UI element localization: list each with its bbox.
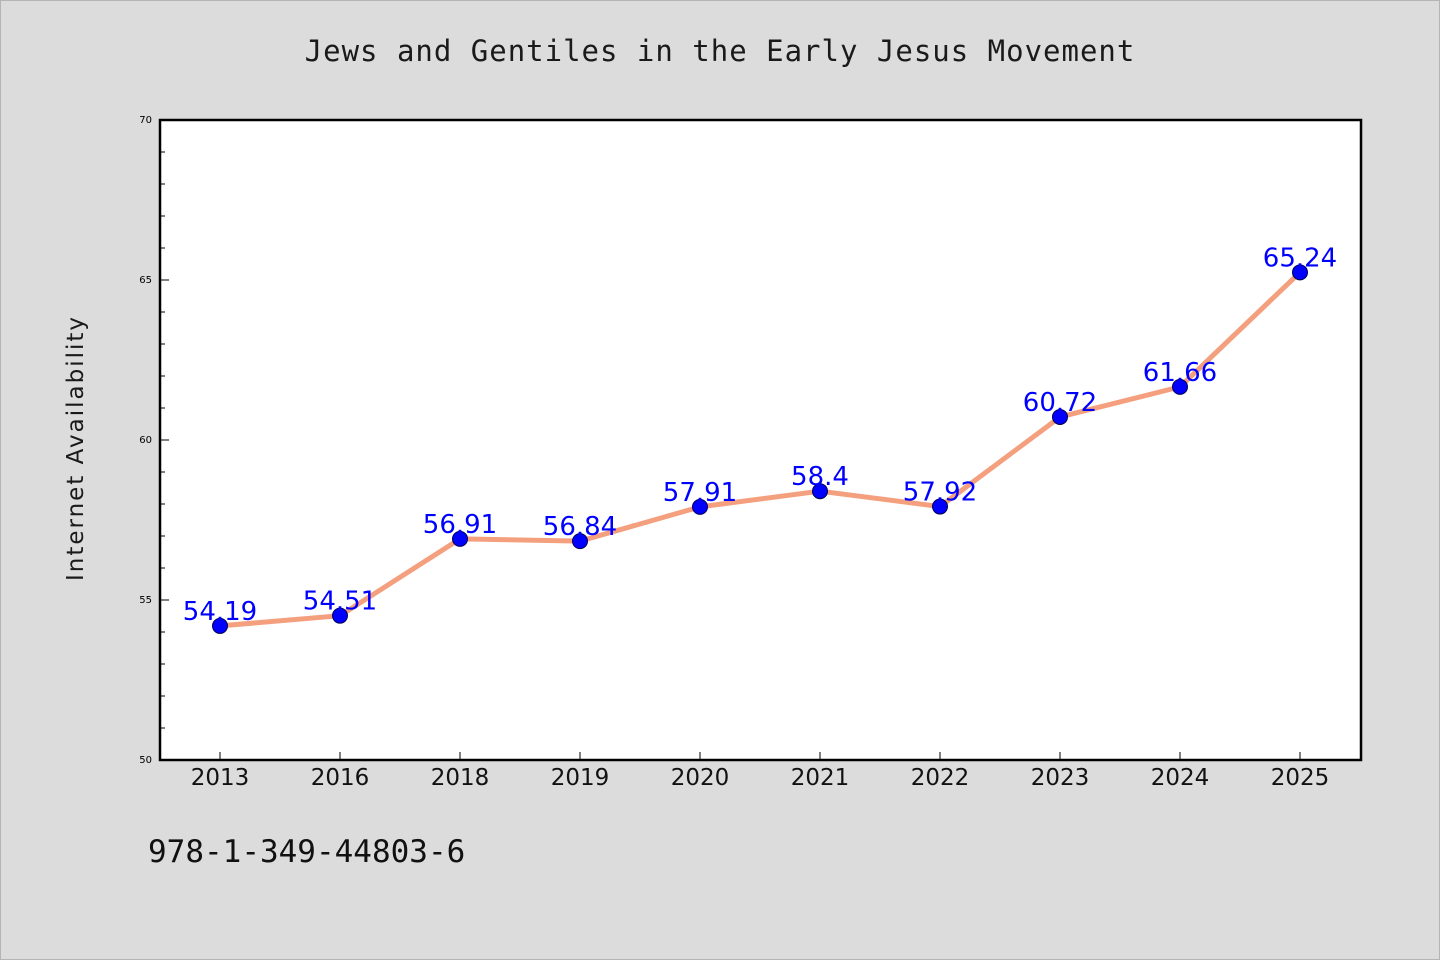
y-tick-label: 55 xyxy=(139,595,152,606)
x-tick-label: 2018 xyxy=(431,765,490,791)
data-label: 61.66 xyxy=(1143,358,1217,388)
data-label: 57.92 xyxy=(903,478,977,508)
plot-area xyxy=(158,118,1363,762)
x-tick-label: 2025 xyxy=(1271,765,1330,791)
data-point xyxy=(572,533,588,550)
chart-title: Jews and Gentiles in the Early Jesus Mov… xyxy=(304,34,1136,68)
data-label: 54.19 xyxy=(183,597,257,627)
data-label: 56.84 xyxy=(543,512,617,542)
data-point xyxy=(1292,264,1308,281)
x-tick-label: 2020 xyxy=(671,765,730,791)
x-tick-label: 2019 xyxy=(551,765,610,791)
x-tick-label: 2022 xyxy=(911,765,970,791)
data-point xyxy=(932,498,948,515)
footer-code: 978-1-349-44803-6 xyxy=(148,834,466,870)
x-tick-label: 2016 xyxy=(311,765,370,791)
x-tick-label: 2021 xyxy=(791,765,850,791)
data-label: 58.4 xyxy=(791,462,849,492)
x-tick-label: 2023 xyxy=(1031,765,1090,791)
data-point xyxy=(212,617,228,634)
y-tick-label: 65 xyxy=(139,275,152,286)
y-tick-label: 70 xyxy=(139,115,152,126)
data-label: 56.91 xyxy=(423,510,497,540)
y-tick-label: 50 xyxy=(139,755,152,766)
data-point xyxy=(1052,408,1068,425)
data-label: 54.51 xyxy=(303,587,377,617)
series-line xyxy=(217,269,1303,629)
data-point xyxy=(692,498,708,515)
data-point xyxy=(1172,378,1188,395)
data-point xyxy=(332,607,348,624)
data-point xyxy=(812,483,828,500)
x-tick-label: 2024 xyxy=(1151,765,1210,791)
data-point xyxy=(452,530,468,547)
x-tick-label: 2013 xyxy=(191,765,250,791)
data-label: 60.72 xyxy=(1023,388,1097,418)
data-label: 65.24 xyxy=(1263,243,1337,273)
data-label: 57.91 xyxy=(663,478,737,508)
y-tick-label: 60 xyxy=(139,435,152,446)
